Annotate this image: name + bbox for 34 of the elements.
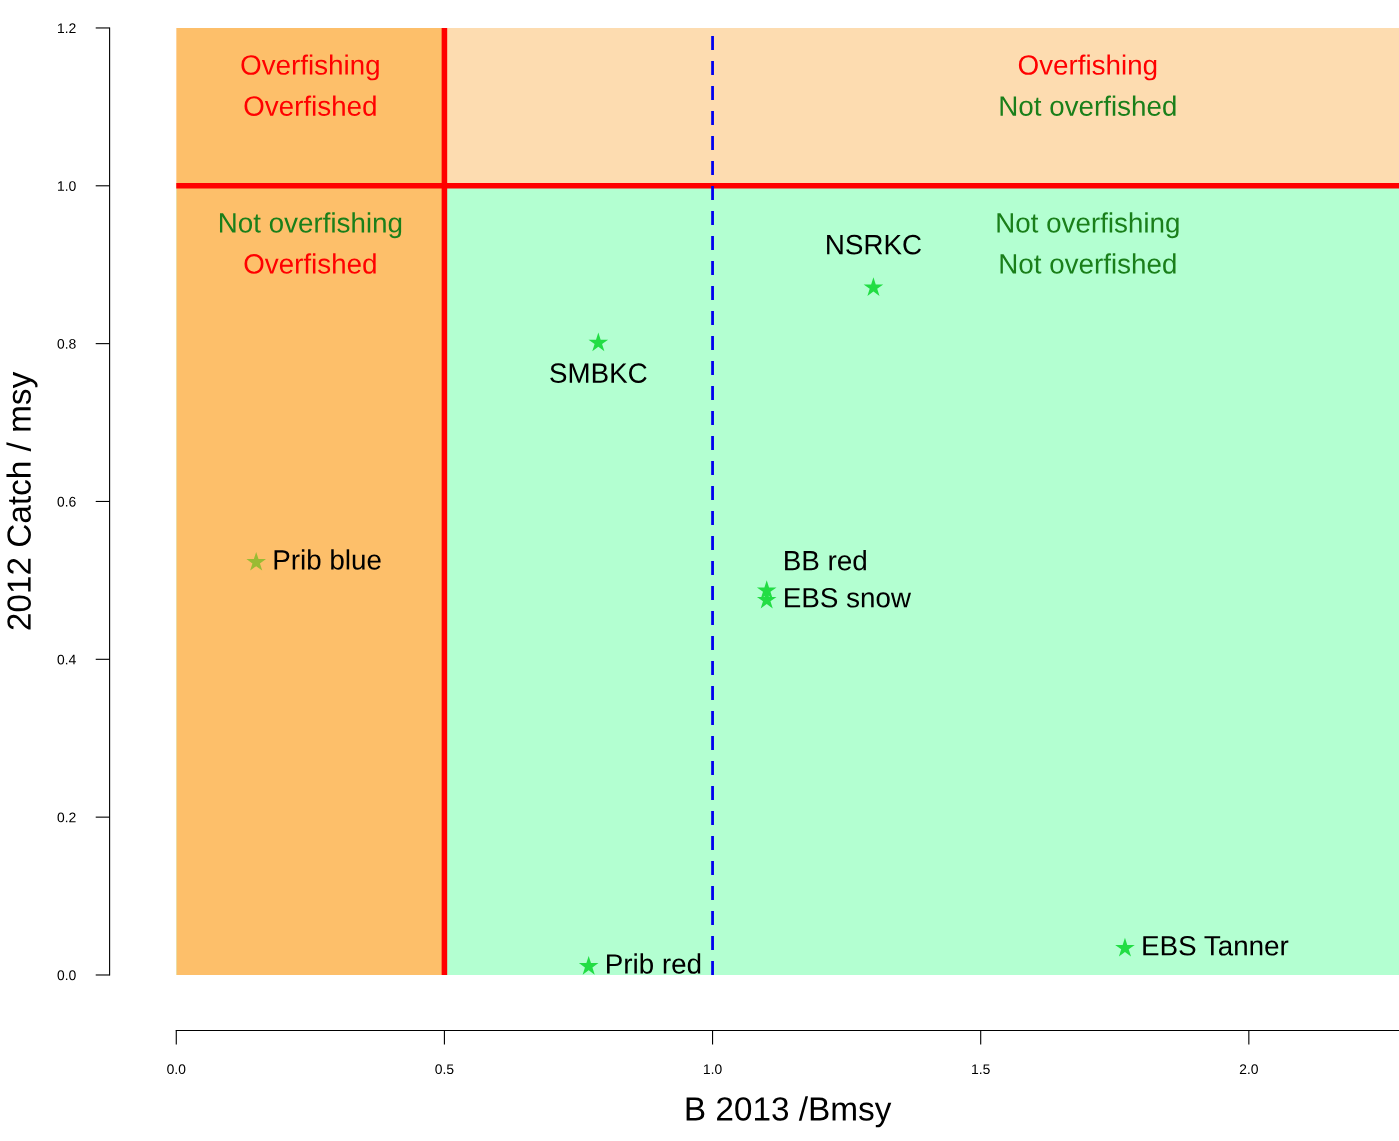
annotation: Overfished [244,95,376,116]
y-tick-label: 1.2 [58,23,76,33]
point [246,551,266,571]
x-tick-label: 0.5 [435,1064,454,1075]
series-label: SMBKC [550,363,647,383]
x-axis-title: B 2013 /Bmsy [686,1096,892,1128]
series-label: Prib blue [274,549,381,570]
y-tick-label: 0.2 [57,812,76,823]
y-tick-label: 1.0 [58,181,76,191]
series-label: BB red [785,550,866,571]
y-tick-label: 0.4 [57,654,76,665]
annotation: Not overfished [1000,253,1176,274]
annotation: Overfished [244,253,376,274]
point [578,956,599,975]
x-tick-label: 0.0 [167,1064,186,1075]
series-label: EBS snow [785,587,912,608]
annotation: Not overfishing [997,212,1179,239]
annotation: Overfishing [241,54,379,81]
series-label: NSRKC [827,234,921,255]
y-tick-label: 0.8 [57,338,76,349]
point [1115,937,1135,957]
x-tick-label: 2.0 [1239,1064,1258,1075]
point [588,332,609,352]
y-axis-title: 2012 Catch / msy [6,371,38,630]
y-tick-label: 0.6 [57,496,76,507]
y-tick-label: 0.0 [57,970,76,981]
annotation: Not overfished [1000,95,1176,116]
series-label: Prib red [607,953,701,974]
annotation: Overfishing [1018,54,1157,81]
point [863,277,884,296]
series-label: EBS Tanner [1143,935,1289,956]
annotation: Not overfishing [219,212,402,239]
x-tick-label: 1.5 [972,1064,990,1075]
x-tick-label: 1.0 [703,1064,722,1075]
